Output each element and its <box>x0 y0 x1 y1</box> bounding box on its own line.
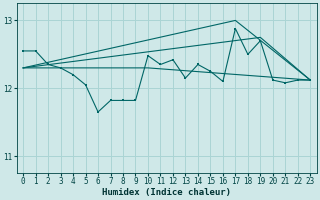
X-axis label: Humidex (Indice chaleur): Humidex (Indice chaleur) <box>102 188 231 197</box>
